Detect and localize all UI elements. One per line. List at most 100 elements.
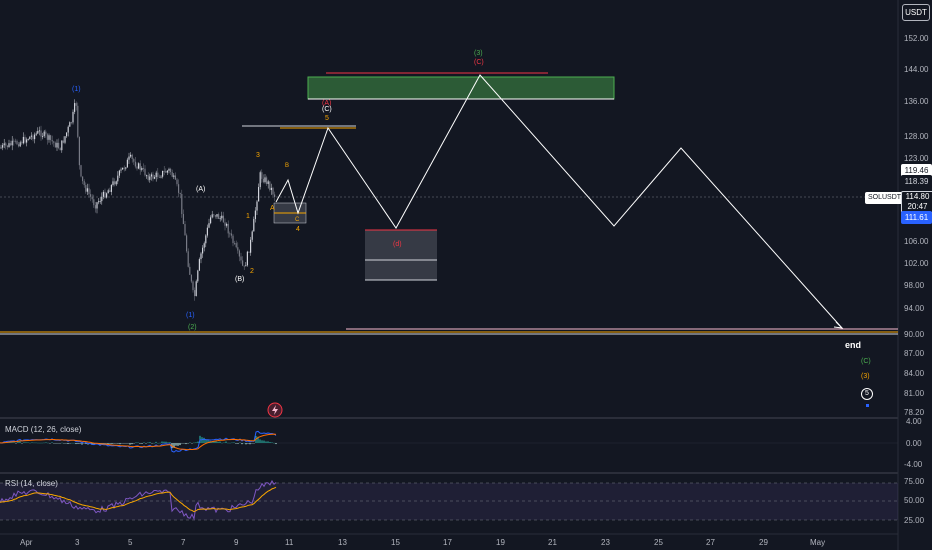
- macd-bar: [45, 442, 47, 443]
- projection-path: [275, 74, 843, 329]
- candle-body: [141, 168, 143, 170]
- legend-label: 5: [861, 388, 873, 400]
- price-tick: 81.00: [904, 389, 925, 398]
- time-axis[interactable]: Apr 3 5 7 9 11 13 15 17 19 21 23 25 27 2…: [20, 538, 825, 547]
- macd-bar: [77, 443, 79, 444]
- candle-body: [85, 185, 87, 192]
- candle-body: [269, 181, 271, 190]
- candle-body: [230, 233, 232, 236]
- candle-body: [45, 131, 47, 135]
- candle-body: [240, 256, 242, 261]
- candle-body: [130, 154, 132, 157]
- legend-circle-number: 5: [865, 390, 869, 397]
- price-axis[interactable]: 152.00 144.00 136.00 128.00 123.00 106.0…: [904, 34, 929, 525]
- candle-body: [174, 175, 176, 180]
- macd-bar: [267, 441, 269, 443]
- candle-body: [40, 130, 42, 137]
- candle-body: [72, 111, 74, 123]
- macd-bar: [59, 443, 61, 444]
- candle-body: [109, 190, 111, 192]
- macd-bar: [127, 443, 129, 444]
- candle-body: [144, 168, 146, 176]
- time-tick: 23: [601, 538, 610, 547]
- candle-body: [70, 122, 72, 124]
- candle-body: [246, 251, 248, 266]
- macd-title[interactable]: MACD (12, 26, close): [5, 425, 82, 434]
- time-tick: 25: [654, 538, 663, 547]
- rsi-tick: 50.00: [904, 496, 925, 505]
- candle-body: [114, 181, 116, 185]
- candle-body: [98, 201, 100, 203]
- macd-bar: [53, 443, 55, 444]
- candle-body: [14, 140, 16, 142]
- macd-bar: [51, 442, 53, 443]
- macd-bar: [223, 442, 225, 444]
- wave-label: (A): [322, 100, 332, 107]
- macd-bar: [231, 442, 233, 444]
- candle-body: [200, 253, 202, 260]
- candle-body: [42, 136, 44, 137]
- candle-body: [154, 177, 156, 179]
- macd-bar: [141, 443, 143, 444]
- candle-body: [192, 281, 194, 291]
- candle-body: [142, 168, 144, 169]
- macd-bar: [169, 442, 171, 443]
- time-tick: 13: [338, 538, 347, 547]
- symbol-badge: SOLUSDT: [865, 192, 905, 204]
- candle-body: [189, 266, 191, 275]
- wave-label: 2: [250, 268, 254, 275]
- rsi-pane[interactable]: [0, 479, 898, 521]
- time-tick: 3: [75, 538, 80, 547]
- candle-body: [166, 170, 168, 173]
- time-tick: 11: [285, 538, 294, 547]
- time-tick: 21: [548, 538, 557, 547]
- candle-body: [35, 133, 37, 135]
- target-zone[interactable]: [307, 76, 615, 100]
- macd-bar: [147, 442, 149, 443]
- time-tick: 7: [181, 538, 186, 547]
- candle-body: [262, 178, 264, 183]
- candle-body: [261, 172, 263, 179]
- macd-line: [0, 430, 277, 453]
- macd-bar: [123, 443, 125, 444]
- macd-bar: [73, 442, 75, 444]
- candle-body: [155, 172, 157, 178]
- macd-bar: [215, 441, 217, 443]
- rsi-title[interactable]: RSI (14, close): [5, 479, 58, 488]
- grey-zone[interactable]: [365, 230, 437, 280]
- macd-bar: [185, 443, 187, 445]
- price-tick: 102.00: [904, 259, 929, 268]
- macd-bar: [229, 442, 231, 444]
- wave-label: (d): [393, 241, 402, 248]
- macd-bar: [253, 443, 255, 444]
- macd-pane[interactable]: [0, 430, 898, 453]
- candle-body: [226, 223, 228, 226]
- candle-body: [19, 142, 21, 147]
- price-badge-lower: 111.61: [901, 211, 932, 224]
- candle-body: [74, 103, 76, 112]
- wave-label: C: [295, 217, 300, 223]
- candle-body: [250, 239, 252, 253]
- currency-badge[interactable]: USDT: [902, 4, 930, 21]
- candle-body: [190, 274, 192, 282]
- macd-bar: [115, 443, 117, 444]
- macd-bar: [155, 441, 157, 443]
- candle-body: [146, 175, 148, 177]
- time-tick: 19: [496, 538, 505, 547]
- candle-body: [122, 167, 124, 170]
- candle-body: [221, 215, 223, 219]
- macd-bar: [257, 436, 259, 443]
- macd-bar: [81, 443, 83, 445]
- time-tick: 5: [128, 538, 133, 547]
- candle-body: [2, 145, 4, 148]
- candle-body: [5, 143, 7, 146]
- candle-body: [197, 270, 199, 282]
- macd-bar: [47, 442, 49, 444]
- candle-body: [234, 243, 236, 244]
- macd-bar: [175, 443, 177, 446]
- price-tick: 152.00: [904, 34, 929, 43]
- candle-body: [0, 147, 2, 149]
- candle-body: [206, 227, 208, 236]
- macd-bar: [149, 442, 151, 443]
